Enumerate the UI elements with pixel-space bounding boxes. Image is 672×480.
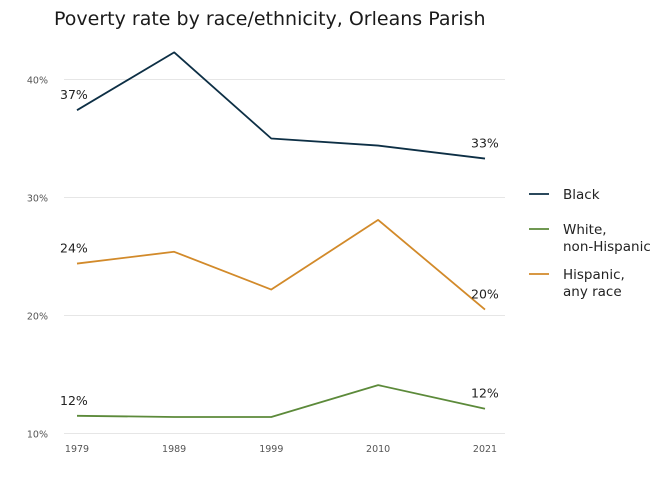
- chart-title: Poverty rate by race/ethnicity, Orleans …: [54, 8, 486, 30]
- legend: Black White,non-Hispanic Hispanic,any race: [529, 187, 651, 300]
- data-label: 12%: [471, 386, 499, 401]
- data-label: 12%: [60, 393, 88, 408]
- y-tick-label: 20%: [27, 312, 48, 323]
- grid: [64, 79, 505, 434]
- series-line: [76, 384, 486, 418]
- x-tick-label: 2021: [473, 444, 497, 455]
- x-axis: 1979 1989 1999 2010 2021: [65, 444, 497, 455]
- data-label: 20%: [471, 287, 499, 302]
- plot-area: 37% 33% 12% 12% 24% 20%: [60, 51, 499, 418]
- data-label: 33%: [471, 136, 499, 151]
- y-tick-label: 30%: [27, 194, 48, 205]
- data-label: 37%: [60, 87, 88, 102]
- series-line: [76, 219, 486, 311]
- legend-item: White,non-Hispanic: [529, 222, 651, 255]
- x-tick-label: 2010: [366, 444, 390, 455]
- legend-label: Hispanic,: [563, 267, 625, 283]
- legend-item: Hispanic,any race: [529, 267, 625, 300]
- x-tick-label: 1999: [259, 444, 283, 455]
- series-line: [76, 51, 486, 160]
- legend-item: Black: [529, 187, 600, 203]
- legend-label: White,: [563, 222, 607, 238]
- x-tick-label: 1989: [162, 444, 186, 455]
- legend-label: Black: [563, 187, 600, 203]
- legend-label: any race: [563, 284, 622, 300]
- x-tick-label: 1979: [65, 444, 89, 455]
- y-axis: 10% 20% 30% 40%: [27, 76, 48, 441]
- data-label: 24%: [60, 241, 88, 256]
- legend-label: non-Hispanic: [563, 239, 651, 255]
- y-tick-label: 10%: [27, 430, 48, 441]
- y-tick-label: 40%: [27, 76, 48, 87]
